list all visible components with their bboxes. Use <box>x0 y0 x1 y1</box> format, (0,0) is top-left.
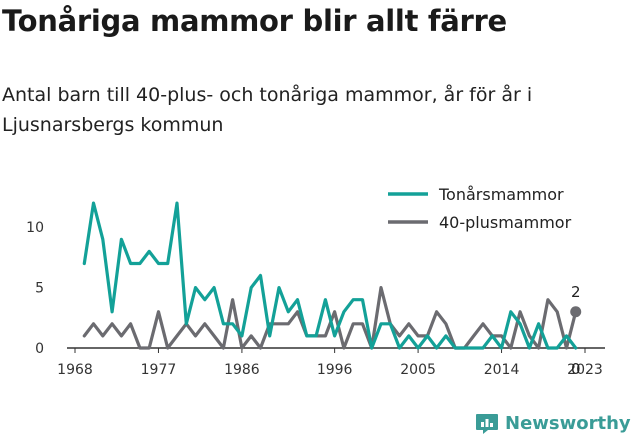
legend-label-forty-plus: 40-plusmammor <box>439 213 572 232</box>
series-line-teen <box>82 201 578 350</box>
end-label-forty-plus: 2 <box>571 283 581 301</box>
y-tick-label: 10 <box>26 220 44 236</box>
x-tick-label: 2023 <box>567 362 603 378</box>
chart-title: Tonåriga mammor blir allt färre <box>2 4 507 38</box>
newsworthy-logo-icon <box>476 414 498 434</box>
end-point-forty-plus <box>570 306 582 318</box>
chart-subtitle: Antal barn till 40-plus- och tonåriga ma… <box>2 84 533 136</box>
x-tick-label: 1977 <box>141 362 177 378</box>
line-chart: 0 5 10 1968 1977 1986 1996 2005 2014 2023 2 0 Tonårs… <box>26 185 605 378</box>
newsworthy-logo: Newsworthy <box>475 409 631 437</box>
x-tick-label: 1996 <box>317 362 353 378</box>
y-tick-label: 0 <box>35 341 44 357</box>
brand-name: Newsworthy <box>505 412 631 434</box>
x-tick-label: 2014 <box>484 362 520 378</box>
legend-label-teen: Tonårsmammor <box>438 185 564 204</box>
y-tick-label: 5 <box>35 281 44 297</box>
x-tick-label: 2005 <box>400 362 436 378</box>
x-tick-label: 1986 <box>224 362 260 378</box>
x-tick-label: 1968 <box>57 362 93 378</box>
end-label-teen: 0 <box>571 360 581 378</box>
